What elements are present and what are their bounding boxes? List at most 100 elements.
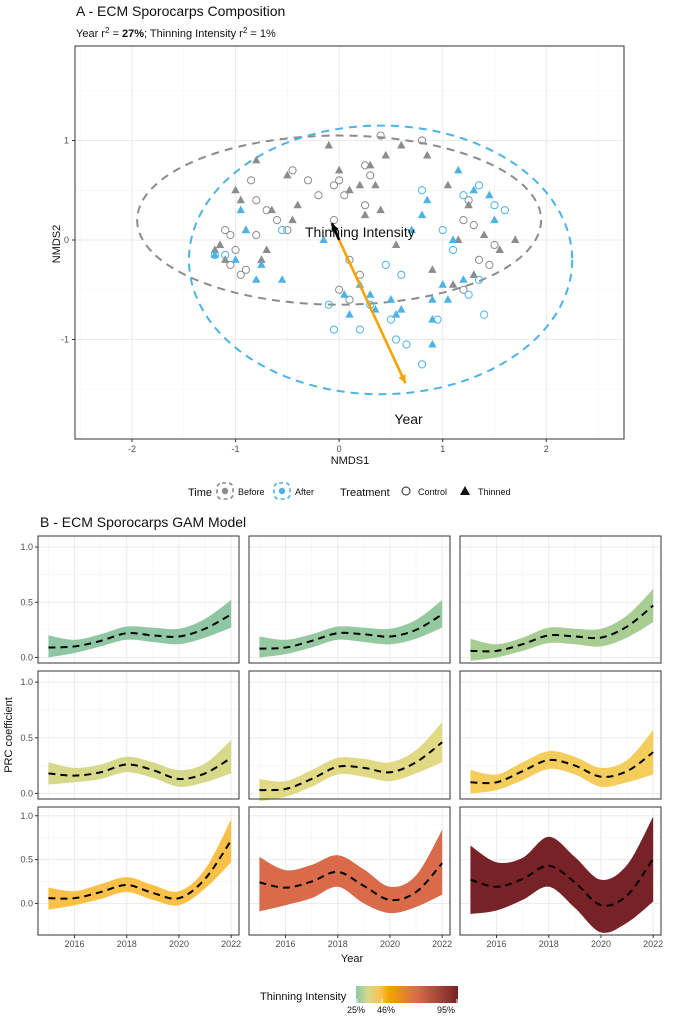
panel-a-y-tick-label: 0 bbox=[64, 235, 69, 245]
panel-b-title: B - ECM Sporocarps GAM Model bbox=[40, 514, 246, 530]
point-after-thinned bbox=[277, 275, 287, 283]
point-before-control bbox=[246, 176, 256, 185]
point-before-thinned bbox=[495, 245, 504, 253]
point-after-thinned bbox=[407, 225, 416, 234]
point-before-thinned bbox=[422, 150, 432, 159]
colorbar-title: Thinning Intensity bbox=[260, 991, 347, 1003]
panel-a-title: A - ECM Sporocarps Composition bbox=[76, 3, 285, 19]
point-before-thinned bbox=[397, 140, 406, 149]
colorbar-label-high: 95% bbox=[437, 1005, 455, 1015]
colorbar-label-low: 25% bbox=[347, 1005, 365, 1015]
confidence-ribbon bbox=[48, 819, 232, 910]
legend-thinned-symbol bbox=[460, 486, 470, 495]
point-after-control bbox=[417, 186, 427, 195]
vector-year bbox=[337, 239, 407, 384]
point-before-thinned bbox=[334, 165, 344, 174]
legend-before-key bbox=[216, 482, 234, 500]
point-before-control bbox=[335, 176, 344, 185]
point-before-thinned bbox=[210, 245, 220, 253]
colorbar-ramp bbox=[356, 986, 458, 1003]
point-after-control bbox=[490, 201, 499, 210]
confidence-ribbon bbox=[48, 600, 232, 658]
panel-b-x-tick-label: 2016 bbox=[276, 939, 296, 949]
point-before-control bbox=[474, 255, 484, 265]
mean-line bbox=[470, 751, 654, 785]
point-after-control bbox=[417, 360, 427, 369]
confidence-ribbon bbox=[259, 829, 443, 914]
point-before-thinned bbox=[511, 235, 520, 244]
point-before-thinned bbox=[355, 180, 365, 189]
point-before-control bbox=[283, 225, 292, 235]
point-before-control bbox=[459, 285, 468, 294]
point-before-control bbox=[226, 260, 235, 269]
point-before-thinned bbox=[428, 265, 437, 273]
panel-b-x-tick-label: 2016 bbox=[65, 939, 85, 949]
point-after-thinned bbox=[490, 215, 499, 224]
panel-b-y-tick-label: 1.0 bbox=[20, 542, 33, 552]
legend-control-symbol bbox=[401, 486, 411, 496]
point-after-thinned bbox=[454, 165, 463, 174]
panel-b-y-axis-label: PRC coefficient bbox=[3, 697, 15, 773]
confidence-ribbon bbox=[259, 722, 443, 802]
point-before-control bbox=[241, 265, 251, 274]
panel-b-x-tick-label: 2020 bbox=[591, 939, 611, 949]
point-after-control bbox=[221, 250, 230, 260]
legend-before-label: Before bbox=[238, 487, 265, 497]
point-before-control bbox=[417, 136, 427, 145]
panel-a-y-axis-label: NMDS2 bbox=[51, 225, 63, 264]
panel-b-x-tick-label: 2020 bbox=[169, 939, 189, 949]
point-after-thinned bbox=[469, 185, 479, 194]
point-before-thinned bbox=[366, 160, 375, 169]
mean-line bbox=[470, 604, 654, 653]
panel-b-y-tick-label: 0.5 bbox=[20, 597, 33, 607]
point-before-thinned bbox=[257, 255, 266, 263]
mean-line bbox=[48, 839, 232, 900]
facet-panel bbox=[459, 535, 662, 664]
point-after-thinned bbox=[252, 275, 261, 283]
point-after-control bbox=[324, 300, 333, 309]
vector-label-thinning-intensity: Thinning Intensity bbox=[305, 224, 415, 240]
point-after-thinned bbox=[236, 205, 245, 214]
point-before-thinned bbox=[283, 170, 292, 179]
point-before-thinned bbox=[479, 230, 489, 239]
point-before-thinned bbox=[381, 150, 390, 159]
panel-b-x-axis-label: Year bbox=[341, 953, 364, 965]
point-after-thinned bbox=[443, 295, 453, 303]
point-before-control bbox=[272, 216, 282, 225]
point-before-thinned bbox=[293, 200, 302, 209]
facet-panel bbox=[459, 670, 662, 800]
vector-label-year: Year bbox=[394, 411, 423, 427]
panel-b-x-tick-label: 2018 bbox=[539, 939, 559, 949]
legend-time-title: Time bbox=[188, 487, 212, 499]
point-before-thinned bbox=[236, 195, 245, 204]
point-after-thinned bbox=[428, 339, 437, 348]
point-before-thinned bbox=[262, 245, 271, 253]
point-before-thinned bbox=[345, 185, 354, 194]
point-after-thinned bbox=[422, 195, 432, 204]
point-after-thinned bbox=[366, 290, 375, 298]
facet-panel bbox=[248, 535, 451, 664]
legend-thinned-label: Thinned bbox=[478, 487, 511, 497]
facet-panel bbox=[37, 806, 240, 936]
panel-a-y-tick-label: -1 bbox=[61, 335, 69, 345]
point-before-control bbox=[490, 240, 499, 250]
facet-panel bbox=[37, 670, 240, 800]
facet-panel bbox=[248, 806, 451, 936]
point-before-thinned bbox=[324, 140, 333, 149]
point-before-control bbox=[485, 260, 494, 269]
mean-line bbox=[259, 741, 443, 792]
point-after-control bbox=[381, 260, 390, 269]
confidence-ribbon bbox=[470, 816, 654, 933]
mean-line bbox=[259, 613, 443, 650]
point-before-thinned bbox=[288, 215, 297, 224]
point-after-thinned bbox=[459, 275, 468, 283]
point-before-thinned bbox=[371, 180, 380, 189]
panel-b-y-tick-label: 0.0 bbox=[20, 652, 33, 662]
point-before-control bbox=[252, 230, 261, 240]
panel-b-x-tick-label: 2016 bbox=[487, 939, 507, 949]
point-before-thinned bbox=[360, 210, 370, 219]
facet-panel bbox=[459, 806, 662, 936]
vector-arrowhead bbox=[398, 374, 406, 384]
mean-line bbox=[48, 756, 232, 781]
